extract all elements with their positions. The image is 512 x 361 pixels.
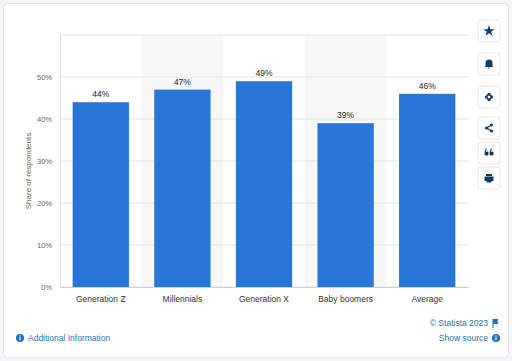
- toolbar-icon[interactable]: [485, 93, 493, 101]
- x-axis-line: [61, 287, 469, 288]
- x-tick-label: Baby boomers: [318, 294, 373, 304]
- icon-part[interactable]: [485, 127, 488, 130]
- y-tick: 30%: [37, 157, 60, 166]
- info-icon[interactable]: [492, 334, 500, 342]
- info-icon[interactable]: [16, 334, 24, 342]
- y-tick-label: 0%: [41, 283, 52, 292]
- icon-part[interactable]: [490, 130, 493, 133]
- icon-part[interactable]: [490, 124, 493, 127]
- info-icon-circle[interactable]: [16, 334, 24, 342]
- toolbar-button-bg[interactable]: [478, 117, 500, 139]
- y-axis: 0% 10% 20% 30% 40% 50%: [37, 36, 61, 292]
- x-tick: Baby boomers: [318, 287, 373, 304]
- x-tick: Average: [411, 287, 443, 304]
- toolbar-button-bg[interactable]: [478, 20, 500, 42]
- y-tick: 50%: [37, 73, 60, 82]
- show-source-link[interactable]: Show source: [439, 333, 488, 343]
- y-tick: 10%: [37, 241, 60, 250]
- toolbar-button[interactable]: [478, 86, 500, 108]
- toolbar-icon[interactable]: [485, 149, 493, 155]
- info-icon-dot[interactable]: [495, 335, 496, 336]
- x-tick: Millennials: [163, 287, 203, 304]
- grid: [60, 35, 468, 287]
- y-tick-label: 50%: [37, 73, 52, 82]
- footer: © Statista 2023 Additional Information Sho…: [16, 318, 500, 343]
- bar: [399, 94, 455, 287]
- info-icon-dot[interactable]: [19, 335, 20, 336]
- background-bands: [142, 35, 387, 287]
- bar: [154, 90, 210, 287]
- data-label: 49%: [255, 68, 272, 78]
- toolbar-button[interactable]: [478, 167, 500, 189]
- bars: [73, 81, 456, 287]
- data-label: 39%: [337, 110, 354, 120]
- toolbar-button-bg[interactable]: [478, 53, 500, 75]
- y-axis-title: Share of respondents: [24, 133, 33, 210]
- data-labels: 44% 47% 49% 39% 46%: [92, 68, 436, 120]
- x-tick-label: Generation Z: [76, 294, 126, 304]
- copyright[interactable]: © Statista 2023: [430, 318, 489, 328]
- y-tick-label: 20%: [37, 199, 52, 208]
- y-tick: 20%: [37, 199, 60, 208]
- data-label: 47%: [174, 77, 191, 87]
- x-axis: Generation Z Millennials Generation X Baby …: [61, 287, 469, 304]
- plot-frame-top: [60, 35, 468, 36]
- data-label: 46%: [419, 81, 436, 91]
- y-tick-label: 40%: [37, 115, 52, 124]
- x-tick: Generation X: [239, 287, 289, 304]
- toolbar-button-bg[interactable]: [478, 142, 500, 164]
- info-icon-circle[interactable]: [492, 334, 500, 342]
- data-label: 44%: [92, 89, 109, 99]
- y-tick: 0%: [41, 283, 60, 292]
- toolbar: [478, 20, 500, 189]
- toolbar-icon[interactable]: [485, 174, 494, 183]
- icon-part[interactable]: [487, 95, 491, 99]
- y-tick-label: 10%: [37, 241, 52, 250]
- toolbar-icon[interactable]: [485, 60, 494, 69]
- bar: [73, 102, 129, 287]
- info-icon-stem[interactable]: [19, 337, 20, 340]
- toolbar-icon[interactable]: [483, 25, 494, 36]
- toolbar-button[interactable]: [478, 142, 500, 164]
- additional-info-link[interactable]: Additional Information: [28, 333, 110, 343]
- toolbar-button[interactable]: [478, 53, 500, 75]
- y-tick: 40%: [37, 115, 60, 124]
- y-tick-label: 30%: [37, 157, 52, 166]
- info-icon-stem[interactable]: [495, 337, 496, 340]
- x-tick-label: Average: [411, 294, 443, 304]
- toolbar-button-bg[interactable]: [478, 86, 500, 108]
- toolbar-button[interactable]: [478, 117, 500, 139]
- flag-icon[interactable]: [493, 319, 498, 328]
- toolbar-button-bg[interactable]: [478, 167, 500, 189]
- bar: [236, 81, 292, 287]
- card: [4, 4, 509, 358]
- chart-canvas: 0% 10% 20% 30% 40% 50% Share of respondents Gen…: [0, 0, 512, 361]
- x-tick: Generation Z: [76, 287, 126, 304]
- x-tick-label: Millennials: [163, 294, 203, 304]
- y-axis-line: [60, 36, 61, 288]
- bar: [317, 123, 373, 287]
- x-tick-label: Generation X: [239, 294, 289, 304]
- toolbar-button[interactable]: [478, 20, 500, 42]
